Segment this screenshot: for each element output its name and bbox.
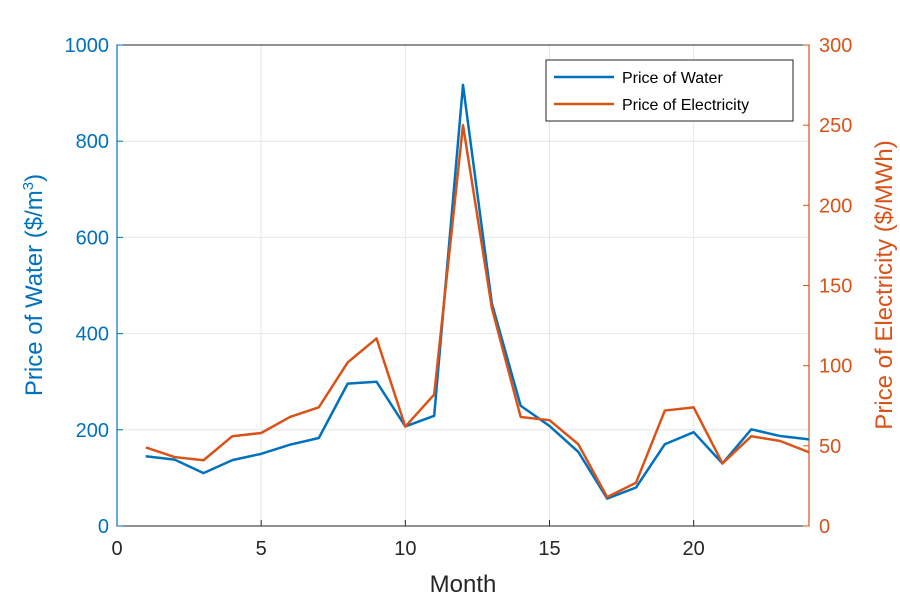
grid xyxy=(117,45,809,526)
x-tick-label: 0 xyxy=(111,538,122,560)
x-axis-title: Month xyxy=(430,571,497,598)
axis-ticks: 0 5 10 15 2002004006008001000050100150200250… xyxy=(65,35,853,560)
y-right-tick-label: 200 xyxy=(819,195,852,217)
y-right-tick-label: 50 xyxy=(819,436,841,458)
legend-box xyxy=(545,59,794,122)
legend-label-electricity: Price of Electricity xyxy=(622,97,749,114)
y-right-tick-label: 250 xyxy=(819,115,852,137)
series-lines xyxy=(145,83,810,500)
y-right-tick-label: 0 xyxy=(819,516,830,538)
y-left-tick-label: 1000 xyxy=(65,35,110,57)
x-tick-label: 5 xyxy=(256,538,267,560)
x-tick-label: 20 xyxy=(683,538,705,560)
y-left-tick-label: 600 xyxy=(76,227,109,249)
y-left-tick-label: 200 xyxy=(76,420,109,442)
legend-label-water: Price of Water xyxy=(622,70,723,87)
series-line-water xyxy=(145,83,810,500)
x-tick-label: 15 xyxy=(538,538,560,560)
y-axis-left-title-prefix: Price of Water ($/m xyxy=(21,190,48,396)
y-left-tick-label: 0 xyxy=(98,516,109,538)
y-right-tick-label: 100 xyxy=(819,356,852,378)
y-axis-left-title-suffix: ) xyxy=(21,174,48,182)
y-right-tick-label: 150 xyxy=(819,276,852,298)
y-left-tick-label: 400 xyxy=(76,324,109,346)
series-line-electricity xyxy=(145,123,810,499)
x-tick-label: 10 xyxy=(394,538,416,560)
y-axis-right-title: Price of Electricity ($/MWh) xyxy=(871,140,898,429)
y-right-tick-label: 300 xyxy=(819,35,852,57)
legend: Price of Water Price of Electricity xyxy=(545,59,794,122)
y-left-tick-label: 800 xyxy=(76,131,109,153)
y-axis-left-title-superscript: 3 xyxy=(20,182,37,190)
y-axis-left-title: Price of Water ($/m3) xyxy=(20,174,48,396)
